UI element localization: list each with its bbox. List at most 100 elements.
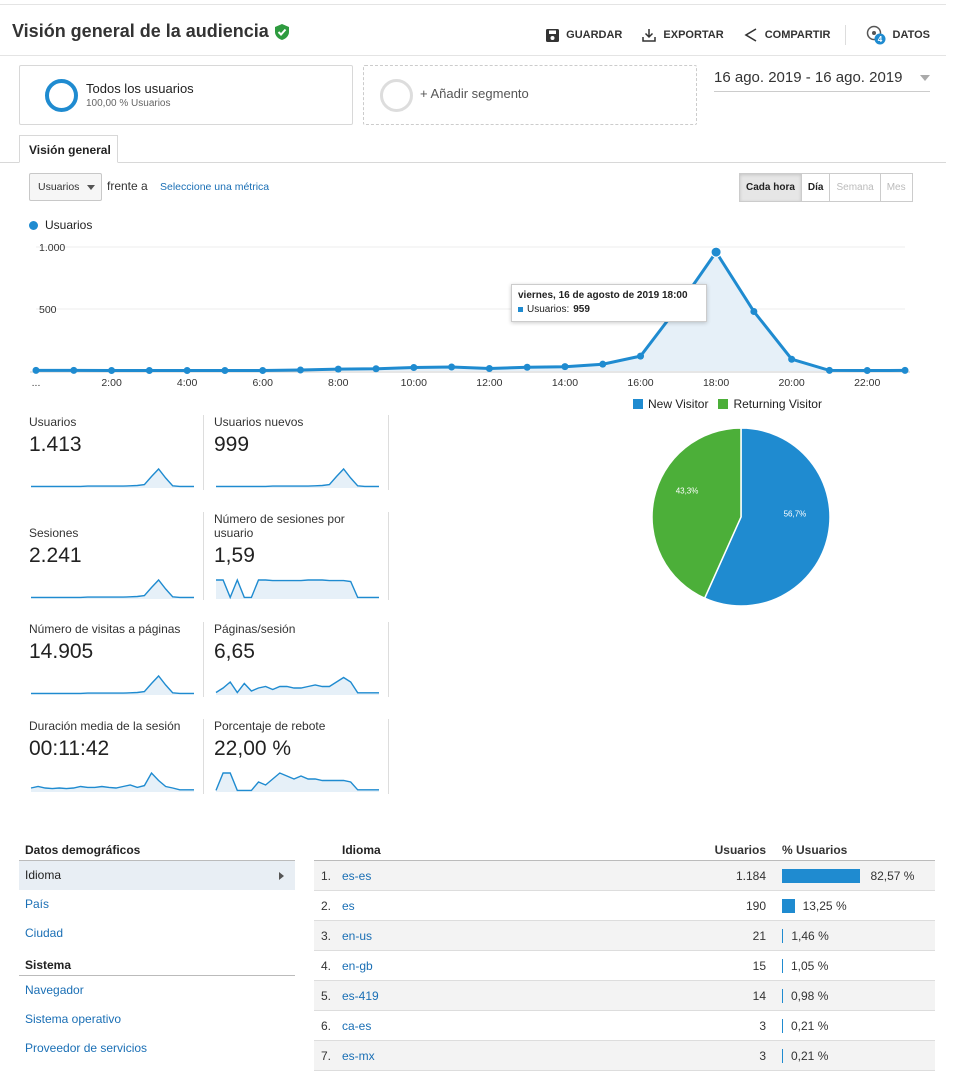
header-users: Usuarios	[714, 843, 766, 857]
metric-label: Porcentaje de rebote	[214, 719, 326, 733]
data-point[interactable]	[259, 367, 267, 375]
x-tick-label: 10:00	[401, 377, 427, 389]
granularity-month-button[interactable]: Mes	[879, 173, 913, 202]
sparkline-area	[31, 580, 194, 599]
data-point[interactable]	[296, 366, 304, 374]
row-language-link[interactable]: en-gb	[342, 958, 373, 973]
pie-swatch-new	[633, 399, 643, 409]
chart-tooltip: viernes, 16 de agosto de 2019 18:00 Usua…	[511, 284, 707, 322]
share-button[interactable]: COMPARTIR	[744, 27, 831, 43]
granularity-hourly-button[interactable]: Cada hora	[739, 173, 802, 202]
pie-slice-returning-visitor[interactable]	[651, 427, 742, 600]
data-point[interactable]	[448, 363, 456, 371]
demographics-heading: Datos demográficos	[19, 843, 295, 861]
metric-sessions[interactable]: Sesiones 2.241	[29, 526, 204, 608]
save-button[interactable]: GUARDAR	[546, 28, 622, 42]
legend-label: Usuarios	[45, 218, 93, 232]
chevron-down-icon	[920, 74, 930, 81]
data-point[interactable]	[145, 367, 153, 375]
demographics-item-country[interactable]: País	[25, 897, 50, 911]
metric-new-users[interactable]: Usuarios nuevos 999	[214, 415, 389, 497]
date-range-picker[interactable]: 16 ago. 2019 - 16 ago. 2019	[714, 69, 930, 92]
data-point[interactable]	[901, 366, 909, 374]
row-language-link[interactable]: es-mx	[342, 1048, 375, 1063]
row-language-link[interactable]: es-419	[342, 988, 379, 1003]
sparkline-line	[215, 772, 379, 792]
metric-sparkline	[215, 772, 379, 792]
language-table: Idioma Usuarios % Usuarios 1. es-es 1.184 8…	[314, 843, 935, 1071]
row-language-link[interactable]: es-es	[342, 868, 372, 883]
chart-legend: Usuarios	[29, 218, 92, 232]
metric-bounce-rate[interactable]: Porcentaje de rebote 22,00 %	[214, 719, 389, 801]
row-language-link[interactable]: ca-es	[342, 1018, 372, 1033]
export-button[interactable]: EXPORTAR	[642, 28, 724, 42]
data-point[interactable]	[523, 363, 531, 371]
metric-sparkline	[31, 578, 194, 599]
metric-users[interactable]: Usuarios 1.413	[29, 415, 204, 497]
pie-legend-returning-label: Returning Visitor	[733, 397, 822, 411]
header-bar	[0, 4, 946, 56]
data-point[interactable]	[561, 363, 569, 371]
metric-pageviews[interactable]: Número de visitas a páginas 14.905	[29, 622, 204, 704]
segment-all-users[interactable]: Todos los usuarios 100,00 % Usuarios	[19, 65, 353, 125]
metric-dropdown[interactable]: Usuarios	[29, 173, 102, 201]
table-row: 2. es 190 13,25 %	[314, 891, 935, 921]
pie-swatch-returning	[718, 399, 729, 409]
pie-slice-new-visitor[interactable]	[703, 427, 831, 607]
metric-value: 1.413	[29, 433, 82, 456]
row-index: 6.	[321, 1018, 332, 1033]
system-item-provider[interactable]: Proveedor de servicios	[25, 1041, 148, 1055]
metric-divider	[388, 512, 389, 600]
data-point[interactable]	[599, 360, 607, 368]
metric-avg-session-duration[interactable]: Duración media de la sesión 00:11:42	[29, 719, 204, 801]
data-point[interactable]	[183, 367, 191, 375]
row-pct-bar	[782, 1018, 783, 1033]
data-point[interactable]	[637, 352, 645, 360]
row-language-link[interactable]: en-us	[342, 928, 373, 943]
demographics-item-language[interactable]: Idioma	[19, 861, 295, 890]
select-metric-link[interactable]: Seleccione una métrica	[160, 181, 270, 193]
data-point[interactable]	[825, 366, 833, 374]
metric-value: 22,00 %	[214, 737, 292, 760]
sparkline-area	[216, 469, 379, 488]
system-item-browser[interactable]: Navegador	[25, 983, 84, 997]
sparkline-line	[216, 467, 379, 488]
data-point[interactable]	[710, 246, 722, 258]
data-point[interactable]	[750, 307, 758, 315]
demographics-item-city[interactable]: Ciudad	[25, 926, 64, 940]
row-index: 1.	[321, 868, 332, 883]
data-point[interactable]	[485, 365, 493, 373]
x-tick-label: 16:00	[627, 377, 653, 389]
row-users: 15	[752, 958, 766, 973]
data-point[interactable]	[32, 366, 40, 374]
metric-pages-per-session[interactable]: Páginas/sesión 6,65	[214, 622, 389, 704]
data-point[interactable]	[863, 367, 871, 375]
x-tick-label: 4:00	[177, 377, 198, 389]
tab-overview[interactable]: Visión general	[19, 135, 118, 163]
table-row: 4. en-gb 15 1,05 %	[314, 951, 935, 981]
row-language-link[interactable]: es	[342, 898, 355, 913]
row-pct: 1,05 %	[791, 958, 829, 973]
system-item-os[interactable]: Sistema operativo	[25, 1012, 122, 1026]
add-segment-button[interactable]: + Añadir segmento	[363, 65, 697, 125]
sparkline-area	[31, 773, 194, 792]
data-button[interactable]: 4 DATOS	[866, 25, 930, 45]
pie-slice-label: 43,3%	[676, 486, 699, 495]
data-point[interactable]	[788, 355, 796, 363]
metric-sessions-per-user[interactable]: Número de sesiones por usuario 1,59	[214, 512, 389, 608]
granularity-week-button[interactable]: Semana	[829, 173, 881, 202]
x-tick-label: 8:00	[328, 377, 349, 389]
table-body: 1. es-es 1.184 82,57 % 2. es 190 13,25 % 3. en-us…	[314, 861, 935, 1071]
data-point[interactable]	[372, 365, 380, 373]
data-point[interactable]	[334, 365, 342, 373]
granularity-day-button[interactable]: Día	[800, 173, 831, 202]
row-users: 3	[759, 1048, 766, 1063]
pie-legend-new: New Visitor	[633, 397, 708, 411]
data-point[interactable]	[410, 364, 418, 372]
granularity-buttons: Cada hora Día Semana Mes	[739, 173, 913, 202]
data-point[interactable]	[221, 367, 229, 375]
row-index: 4.	[321, 958, 332, 973]
data-point[interactable]	[108, 367, 116, 375]
metric-label: Páginas/sesión	[214, 622, 296, 636]
data-point[interactable]	[70, 366, 78, 374]
